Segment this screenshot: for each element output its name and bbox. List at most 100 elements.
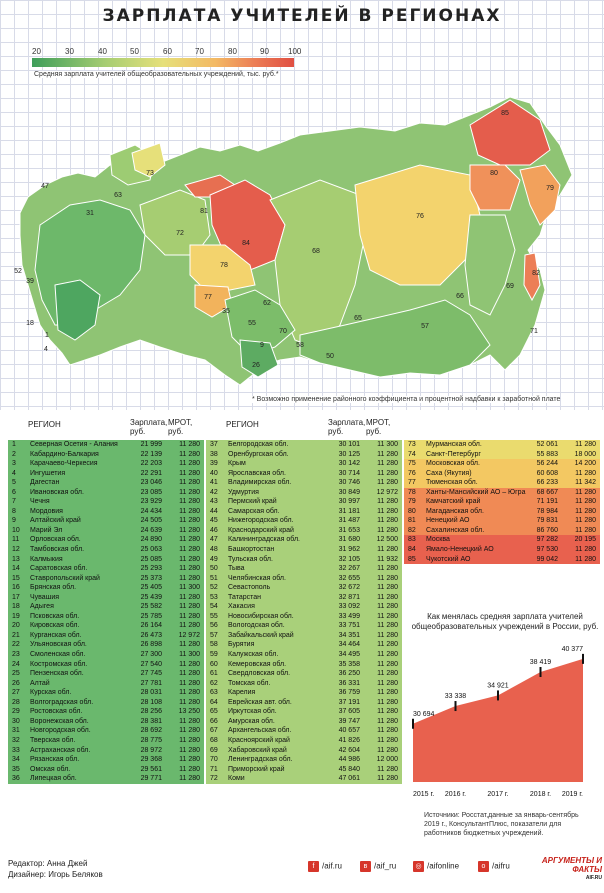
region-name: Карачаево-Черкесия (30, 460, 98, 468)
social-link-fb[interactable]: f/aif.ru (308, 861, 342, 872)
region-name: Калининградская обл. (228, 536, 300, 544)
row-index: 42 (210, 488, 218, 496)
salary-value: 37 605 (338, 708, 360, 716)
table-row: 46 Краснодарский край 31 653 11 280 (206, 526, 402, 536)
row-index: 25 (12, 670, 20, 678)
row-index: 30 (12, 717, 20, 725)
mrot-value: 11 280 (377, 498, 398, 506)
region-label: 26 (252, 362, 260, 369)
chart-value-label: 33 338 (445, 693, 467, 700)
salary-value: 29 368 (140, 756, 162, 764)
aif-logo[interactable]: АРГУМЕНТЫ И ФАКТЫ AIF.RU (541, 856, 602, 881)
mrot-value: 11 280 (377, 775, 398, 783)
region-name: Краснодарский край (228, 526, 294, 534)
salary-value: 45 840 (338, 765, 360, 773)
table-row: 59 Калужская обл. 34 495 11 280 (206, 650, 402, 660)
region-name: Коми (228, 775, 245, 783)
row-index: 2 (12, 450, 16, 458)
region-name: Ростовская обл. (30, 708, 83, 716)
region-rows: 1 Северная Осетия - Алания 21 999 11 280 2 Ка… (8, 440, 204, 784)
salary-value: 24 890 (140, 536, 162, 544)
row-index: 3 (12, 460, 16, 468)
mrot-value: 11 280 (377, 469, 398, 477)
mrot-value: 11 280 (179, 756, 200, 764)
region-shape (469, 99, 551, 166)
region-name: Саратовская обл. (30, 565, 88, 573)
region-name: Чукотский АО (426, 555, 471, 563)
table-row: 41 Владимирская обл. 30 746 11 280 (206, 478, 402, 488)
mrot-value: 11 280 (179, 460, 200, 468)
social-link-vk[interactable]: в/aif_ru (360, 861, 396, 872)
designer-credit: Дизайнер: Игорь Беляков (8, 870, 103, 879)
table-row: 81 Ненецкий АО 79 831 11 280 (404, 516, 600, 526)
row-index: 4 (12, 469, 16, 477)
row-index: 28 (12, 698, 20, 706)
mrot-value: 11 280 (377, 631, 398, 639)
social-link-ok[interactable]: о/aifru (478, 861, 510, 872)
region-label: 79 (546, 185, 554, 192)
table-header: РЕГИОН Зарплата, руб. МРОТ, руб. (8, 414, 204, 440)
table-row: 75 Московская обл. 56 244 14 200 (404, 459, 600, 469)
region-name: Брянская обл. (30, 584, 77, 592)
table-row: 63 Карелия 36 759 11 280 (206, 688, 402, 698)
row-index: 70 (210, 756, 218, 764)
row-index: 48 (210, 546, 218, 554)
row-index: 58 (210, 641, 218, 649)
scale-tick: 30 (65, 47, 74, 56)
salary-value: 34 495 (338, 651, 360, 659)
salary-value: 23 929 (140, 498, 162, 506)
mrot-value: 11 280 (377, 746, 398, 754)
salary-value: 24 434 (140, 507, 162, 515)
row-index: 11 (12, 536, 20, 544)
region-label: 77 (204, 294, 212, 301)
map-footnote: * Возможно применение районного коэффици… (252, 396, 561, 403)
mrot-value: 11 280 (179, 565, 200, 573)
region-name: Карелия (228, 689, 256, 697)
mrot-value: 11 280 (179, 469, 200, 477)
region-name: Ямало-Ненецкий АО (426, 546, 494, 554)
salary-value: 41 826 (338, 736, 360, 744)
region-name: Орловская обл. (30, 536, 81, 544)
region-name: Саха (Якутия) (426, 469, 472, 477)
table-row: 29 Ростовская обл. 28 256 13 250 (8, 707, 204, 717)
region-name: Новосибирская обл. (228, 612, 294, 620)
table-row: 23 Смоленская обл. 27 300 11 300 (8, 650, 204, 660)
table-row: 2 Кабардино-Балкария 22 139 11 280 (8, 450, 204, 460)
region-name: Камчатский край (426, 498, 481, 506)
mrot-value: 11 280 (179, 727, 200, 735)
salary-value: 47 061 (338, 775, 360, 783)
table-row: 28 Волгоградская обл. 28 108 11 280 (8, 698, 204, 708)
region-name: Удмуртия (228, 488, 259, 496)
table-row: 76 Саха (Якутия) 60 608 11 280 (404, 468, 600, 479)
region-name: Приморский край (228, 765, 285, 773)
region-name: Ярославская обл. (228, 469, 286, 477)
mrot-value: 11 280 (179, 717, 200, 725)
salary-value: 39 747 (338, 717, 360, 725)
table-row: 9 Алтайский край 24 505 11 280 (8, 516, 204, 526)
table-row: 16 Брянская обл. 25 405 11 300 (8, 583, 204, 593)
social-link-instagram[interactable]: ◎/aifonline (413, 861, 459, 872)
region-name: Дагестан (30, 479, 60, 487)
region-name: Ханты-Мансийский АО – Югра (426, 488, 526, 496)
region-name: Ульяновская обл. (30, 641, 87, 649)
table-row: 74 Санкт-Петербург 55 883 18 000 (404, 449, 600, 460)
table-row: 84 Ямало-Ненецкий АО 97 530 11 280 (404, 545, 600, 555)
region-name: Амурская обл. (228, 717, 275, 725)
region-name: Тульская обл. (228, 555, 273, 563)
table-row: 85 Чукотский АО 99 042 11 280 (404, 554, 600, 565)
region-label: 84 (242, 240, 250, 247)
region-label: 4 (44, 346, 48, 353)
salary-value: 34 351 (338, 631, 360, 639)
table-row: 55 Новосибирская обл. 33 499 11 280 (206, 612, 402, 622)
row-index: 57 (210, 631, 218, 639)
mrot-value: 11 280 (179, 689, 200, 697)
salary-value: 36 759 (338, 689, 360, 697)
region-name: Забайкальский край (228, 631, 294, 639)
table-row: 62 Томская обл. 36 331 11 280 (206, 679, 402, 689)
table-row: 17 Чувашия 25 439 11 280 (8, 593, 204, 603)
salary-value: 31 962 (338, 546, 360, 554)
table-row: 33 Астраханская обл. 28 972 11 280 (8, 746, 204, 756)
table-row: 30 Воронежская обл. 28 381 11 280 (8, 717, 204, 727)
chart-category-label: 2017 г. (487, 791, 508, 798)
mrot-value: 11 280 (179, 517, 200, 525)
